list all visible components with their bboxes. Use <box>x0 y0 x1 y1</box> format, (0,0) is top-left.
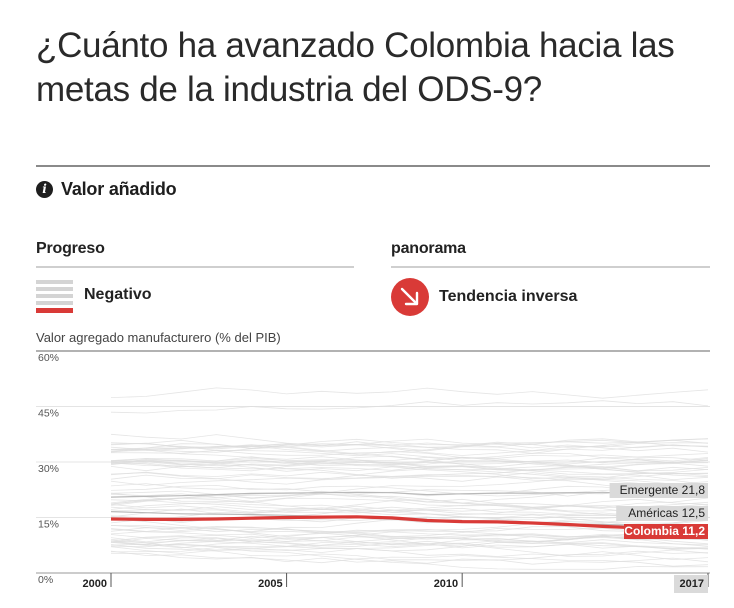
background-country-line <box>110 541 709 561</box>
background-country-line <box>110 438 709 460</box>
background-country-line <box>110 500 709 513</box>
background-country-line <box>110 525 709 549</box>
background-country-line <box>110 540 709 557</box>
y-tick-label: 0% <box>38 574 53 586</box>
background-country-line <box>110 492 709 516</box>
chart-y-label: Valor agregado manufacturero (% del PIB) <box>36 330 281 345</box>
x-tick-label: 2010 <box>434 578 458 590</box>
background-country-line <box>110 501 709 518</box>
progress-bars-icon <box>36 280 73 314</box>
page-title: ¿Cuánto ha avanzado Colombia hacia las m… <box>36 26 675 109</box>
background-country-line <box>110 506 709 517</box>
background-country-line <box>110 493 709 517</box>
progress-title: Progreso <box>36 240 105 257</box>
background-country-line <box>110 387 709 399</box>
background-country-line <box>110 537 709 550</box>
background-country-line <box>110 550 709 564</box>
background-country-line <box>110 474 709 491</box>
background-country-line <box>110 535 709 554</box>
y-tick-label: 30% <box>38 463 59 475</box>
background-country-line <box>110 525 709 540</box>
series-end-label: Colombia 11,2 <box>624 524 705 538</box>
panorama-status: Tendencia inversa <box>439 288 578 305</box>
background-country-line <box>110 535 709 550</box>
background-country-line <box>110 497 709 509</box>
series-line-emergente <box>110 491 708 498</box>
background-country-line <box>110 497 709 514</box>
background-country-line <box>110 446 709 468</box>
x-tick-label: 2017 <box>680 578 704 590</box>
x-tick-label: 2000 <box>83 578 107 590</box>
background-country-line <box>110 512 709 533</box>
progress-status: Negativo <box>84 286 152 303</box>
background-country-line <box>110 400 709 414</box>
end-label-box <box>609 483 708 498</box>
x-tick-highlight <box>674 575 708 593</box>
background-country-line <box>110 508 709 522</box>
indicator-row[interactable]: i Valor añadido <box>36 177 177 201</box>
background-country-line <box>110 438 709 452</box>
background-country-line <box>110 442 709 453</box>
background-country-line <box>110 449 709 481</box>
background-country-line <box>110 483 709 497</box>
background-country-line <box>110 438 709 450</box>
end-label-box <box>616 506 708 521</box>
background-country-line <box>110 459 709 472</box>
background-country-line <box>110 550 709 567</box>
background-country-line <box>110 441 709 453</box>
background-country-line <box>110 455 709 465</box>
panorama-title: panorama <box>391 240 466 257</box>
progress-divider <box>36 266 354 268</box>
end-label-box <box>624 524 708 539</box>
background-country-line <box>110 531 709 546</box>
panorama-divider <box>391 266 710 268</box>
background-country-line <box>110 433 709 459</box>
series-end-label: Américas 12,5 <box>628 506 705 520</box>
background-country-line <box>110 537 709 548</box>
y-tick-label: 15% <box>38 519 59 531</box>
x-tick-label: 2005 <box>258 578 282 590</box>
y-tick-label: 45% <box>38 408 59 420</box>
background-country-line <box>110 547 709 570</box>
title-divider <box>36 165 710 167</box>
y-tick-label: 60% <box>38 352 59 364</box>
background-country-line <box>110 441 709 456</box>
arrow-down-right-icon <box>391 278 429 316</box>
background-country-line <box>110 457 709 485</box>
background-country-line <box>110 460 709 475</box>
background-country-line <box>110 461 709 480</box>
indicator-label: Valor añadido <box>61 178 177 199</box>
background-country-line <box>110 536 709 550</box>
background-country-line <box>110 454 709 465</box>
series-end-label: Emergente 21,8 <box>620 483 706 497</box>
info-icon[interactable]: i <box>36 180 53 198</box>
series-line-colombia <box>110 515 709 534</box>
